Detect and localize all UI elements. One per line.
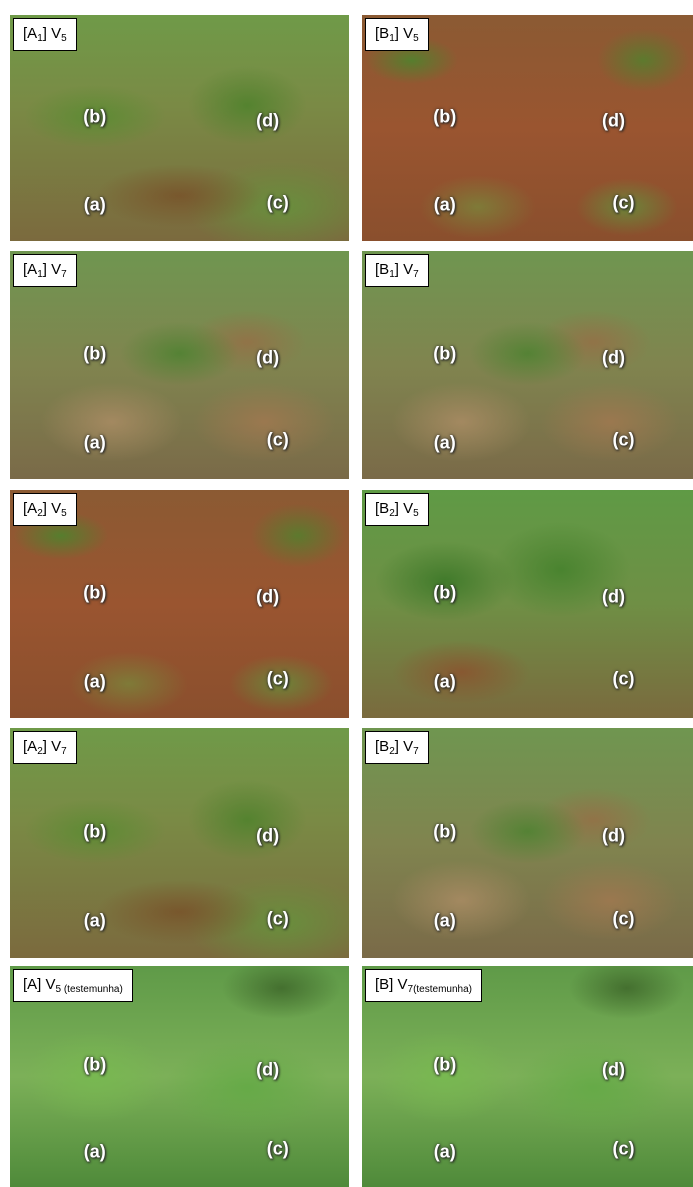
plot-letter: (a) [434,194,456,215]
plot-letter: (c) [267,430,289,451]
plot-letter: (a) [84,911,106,932]
label-text: ] V [43,25,61,42]
plot-letter: (a) [434,432,456,453]
plot-letter: (c) [612,669,634,690]
label-subscript: 5 [413,33,419,44]
photo-panel: [B2] V5 (b) (d) (a) (c) [362,490,693,718]
plot-letter: (b) [83,821,106,842]
plot-letter: (c) [267,1139,289,1160]
plot-letter: (d) [602,111,625,132]
plot-letter: (b) [433,582,456,603]
label-text: [A] V [23,976,56,993]
panel-label: [A1] V7 [13,254,77,287]
label-text: ] V [395,500,413,517]
figure: [A1] V5(b)(d)(a)(c)[B1] V5(b)(d)(a)(c)[A… [0,0,693,1187]
label-text: [B [375,500,389,517]
photo-panel: [A2] V5 (b) (d) (a) (c) [10,490,349,718]
label-subscript: 7 [61,269,67,280]
photo-panel: [B2] V7 (b) (d) (a) (c) [362,728,693,958]
label-text: ] V [395,25,413,42]
plot-letter: (a) [84,1141,106,1162]
panel-label: [B1] V5 [365,18,429,51]
plot-letter: (d) [256,348,279,369]
plot-letter: (d) [602,1059,625,1080]
panel-label: [B1] V7 [365,254,429,287]
photo-panel: [A2] V7 (b) (d) (a) (c) [10,728,349,958]
plot-letter: (b) [83,343,106,364]
label-text: ] V [43,500,61,517]
plot-letter: (b) [433,1055,456,1076]
label-text: [A [23,738,37,755]
panel-label: [A2] V5 [13,493,77,526]
plot-letter: (a) [434,671,456,692]
plot-letter: (d) [602,587,625,608]
label-subscript: 5 [61,33,67,44]
plot-letter: (b) [433,106,456,127]
label-text: [A [23,25,37,42]
label-text: [B] V [375,976,408,993]
label-text: [A [23,500,37,517]
plot-letter: (c) [612,1139,634,1160]
plot-letter: (c) [612,430,634,451]
label-text: ] V [395,738,413,755]
photo-panel: [B] V7(testemunha) (b) (d) (a) (c) [362,966,693,1187]
plot-letter: (a) [434,1141,456,1162]
plot-letter: (d) [256,826,279,847]
plot-letter: (c) [267,908,289,929]
plot-letter: (b) [433,343,456,364]
plot-letter: (d) [256,587,279,608]
label-text: [B [375,261,389,278]
plot-letter: (b) [83,1055,106,1076]
label-subscript: 5 (testemunha) [56,984,123,995]
plot-letter: (c) [612,908,634,929]
label-text: ] V [395,261,413,278]
panel-label: [A2] V7 [13,731,77,764]
photo-panel: [B1] V5 (b) (d) (a) (c) [362,15,693,241]
plot-letter: (c) [267,669,289,690]
label-text: ] V [43,738,61,755]
plot-letter: (b) [83,582,106,603]
label-text: ] V [43,261,61,278]
plot-letter: (a) [84,432,106,453]
plot-letter: (b) [433,821,456,842]
plot-letter: (d) [256,1059,279,1080]
photo-panel: [A1] V7 (b) (d) (a) (c) [10,251,349,479]
plot-letter: (b) [83,106,106,127]
plot-letter: (c) [267,192,289,213]
panel-label: [B] V7(testemunha) [365,969,482,1002]
plot-letter: (c) [612,192,634,213]
plot-letter: (d) [602,348,625,369]
panel-label: [A1] V5 [13,18,77,51]
label-text: [B [375,738,389,755]
plot-letter: (a) [84,194,106,215]
plot-letter: (d) [256,111,279,132]
label-text: [B [375,25,389,42]
panel-label: [B2] V5 [365,493,429,526]
label-subscript: 7 [413,269,419,280]
label-subscript: 7 [413,746,419,757]
photo-panel: [A] V5 (testemunha) (b) (d) (a) (c) [10,966,349,1187]
photo-panel: [A1] V5 (b) (d) (a) (c) [10,15,349,241]
label-subscript: 7 [61,746,67,757]
photo-panel: [B1] V7 (b) (d) (a) (c) [362,251,693,479]
panel-label: [A] V5 (testemunha) [13,969,133,1002]
plot-letter: (a) [434,911,456,932]
plot-letter: (d) [602,826,625,847]
label-subscript: 7(testemunha) [408,984,472,995]
label-subscript: 5 [413,508,419,519]
label-subscript: 5 [61,508,67,519]
plot-letter: (a) [84,671,106,692]
label-text: [A [23,261,37,278]
panel-label: [B2] V7 [365,731,429,764]
